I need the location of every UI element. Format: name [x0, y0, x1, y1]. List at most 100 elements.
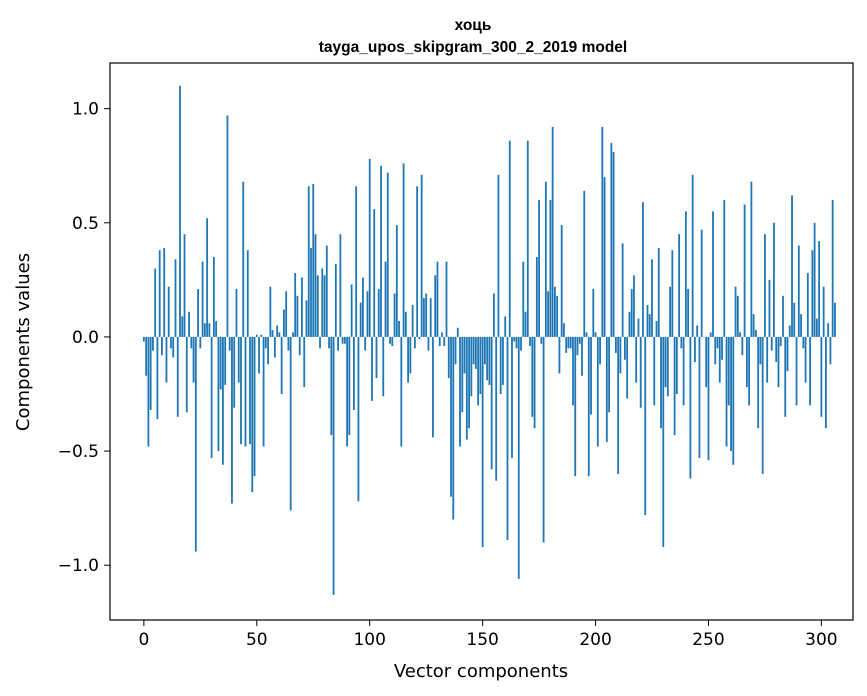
- bar: [212, 257, 215, 337]
- bar: [384, 261, 387, 337]
- bar: [262, 336, 265, 447]
- bars-group: [142, 85, 836, 595]
- bar: [353, 336, 355, 410]
- bar: [578, 336, 581, 344]
- bar: [691, 174, 694, 337]
- bar: [481, 336, 484, 547]
- bar: [718, 336, 721, 383]
- bar: [551, 126, 554, 337]
- bar: [253, 336, 256, 477]
- bar: [576, 336, 579, 356]
- bar: [461, 336, 464, 413]
- bar: [217, 336, 220, 452]
- bar: [348, 336, 351, 436]
- bar: [714, 336, 717, 365]
- bar: [818, 241, 821, 337]
- bar: [337, 336, 339, 351]
- bar: [567, 336, 570, 349]
- bar: [278, 332, 281, 337]
- bar: [366, 291, 369, 337]
- bar: [170, 336, 172, 349]
- bar: [610, 142, 613, 337]
- bar: [563, 323, 565, 337]
- bar: [558, 336, 561, 374]
- bar: [271, 330, 274, 337]
- bar: [237, 336, 240, 383]
- bar: [804, 336, 807, 383]
- bar: [809, 336, 811, 406]
- bar: [544, 181, 547, 337]
- bar: [188, 311, 190, 337]
- bar: [642, 202, 644, 337]
- bar: [176, 336, 179, 417]
- bar: [560, 225, 563, 337]
- bar: [646, 304, 649, 337]
- x-tick-label: 100: [353, 630, 385, 650]
- bar: [228, 336, 231, 351]
- bar: [752, 314, 755, 337]
- bar: [574, 336, 577, 477]
- bar: [675, 336, 678, 394]
- bar: [811, 250, 814, 337]
- bar: [815, 318, 818, 337]
- bar: [538, 199, 540, 337]
- bar: [246, 250, 249, 337]
- bar: [407, 336, 410, 383]
- bar: [332, 336, 335, 595]
- bar: [526, 140, 529, 337]
- bar: [495, 336, 498, 481]
- bar: [447, 336, 450, 379]
- bar: [754, 330, 757, 337]
- bar: [786, 336, 789, 372]
- bar: [463, 336, 466, 374]
- bar: [669, 286, 671, 337]
- bar: [655, 320, 658, 337]
- bar: [698, 336, 701, 458]
- bar: [226, 115, 229, 337]
- bar: [319, 336, 321, 349]
- bar: [413, 336, 416, 349]
- bar: [423, 298, 425, 337]
- bar: [420, 174, 423, 337]
- bar: [524, 311, 527, 337]
- bar: [371, 336, 373, 401]
- bar: [782, 295, 784, 337]
- y-tick-label: 1.0: [72, 100, 99, 120]
- bar: [513, 336, 516, 342]
- bar: [251, 336, 254, 493]
- bar: [633, 275, 635, 337]
- bar: [197, 289, 199, 337]
- bar: [488, 336, 491, 385]
- bar: [183, 234, 186, 337]
- bar: [687, 289, 690, 337]
- bar: [292, 332, 294, 337]
- bar: [380, 165, 382, 337]
- bar: [599, 336, 601, 365]
- bar: [520, 336, 522, 351]
- bar: [269, 286, 272, 337]
- bar: [601, 126, 604, 337]
- bar: [149, 336, 152, 410]
- bar: [788, 325, 791, 337]
- bar: [506, 336, 509, 541]
- bar: [314, 234, 317, 337]
- bar: [800, 314, 802, 337]
- bar: [605, 336, 608, 442]
- bar: [581, 336, 583, 376]
- bar: [199, 336, 202, 349]
- bar: [373, 209, 376, 337]
- bar: [325, 245, 328, 337]
- bar: [240, 336, 242, 445]
- bar: [517, 336, 520, 579]
- bar: [700, 229, 703, 337]
- bar: [565, 336, 568, 353]
- bar: [791, 195, 793, 337]
- bar: [822, 286, 825, 337]
- bar: [709, 332, 712, 337]
- bar: [443, 336, 446, 347]
- bar: [452, 336, 455, 520]
- bar: [165, 336, 168, 383]
- bar: [305, 300, 308, 337]
- bar: [757, 336, 760, 429]
- bar: [280, 336, 283, 394]
